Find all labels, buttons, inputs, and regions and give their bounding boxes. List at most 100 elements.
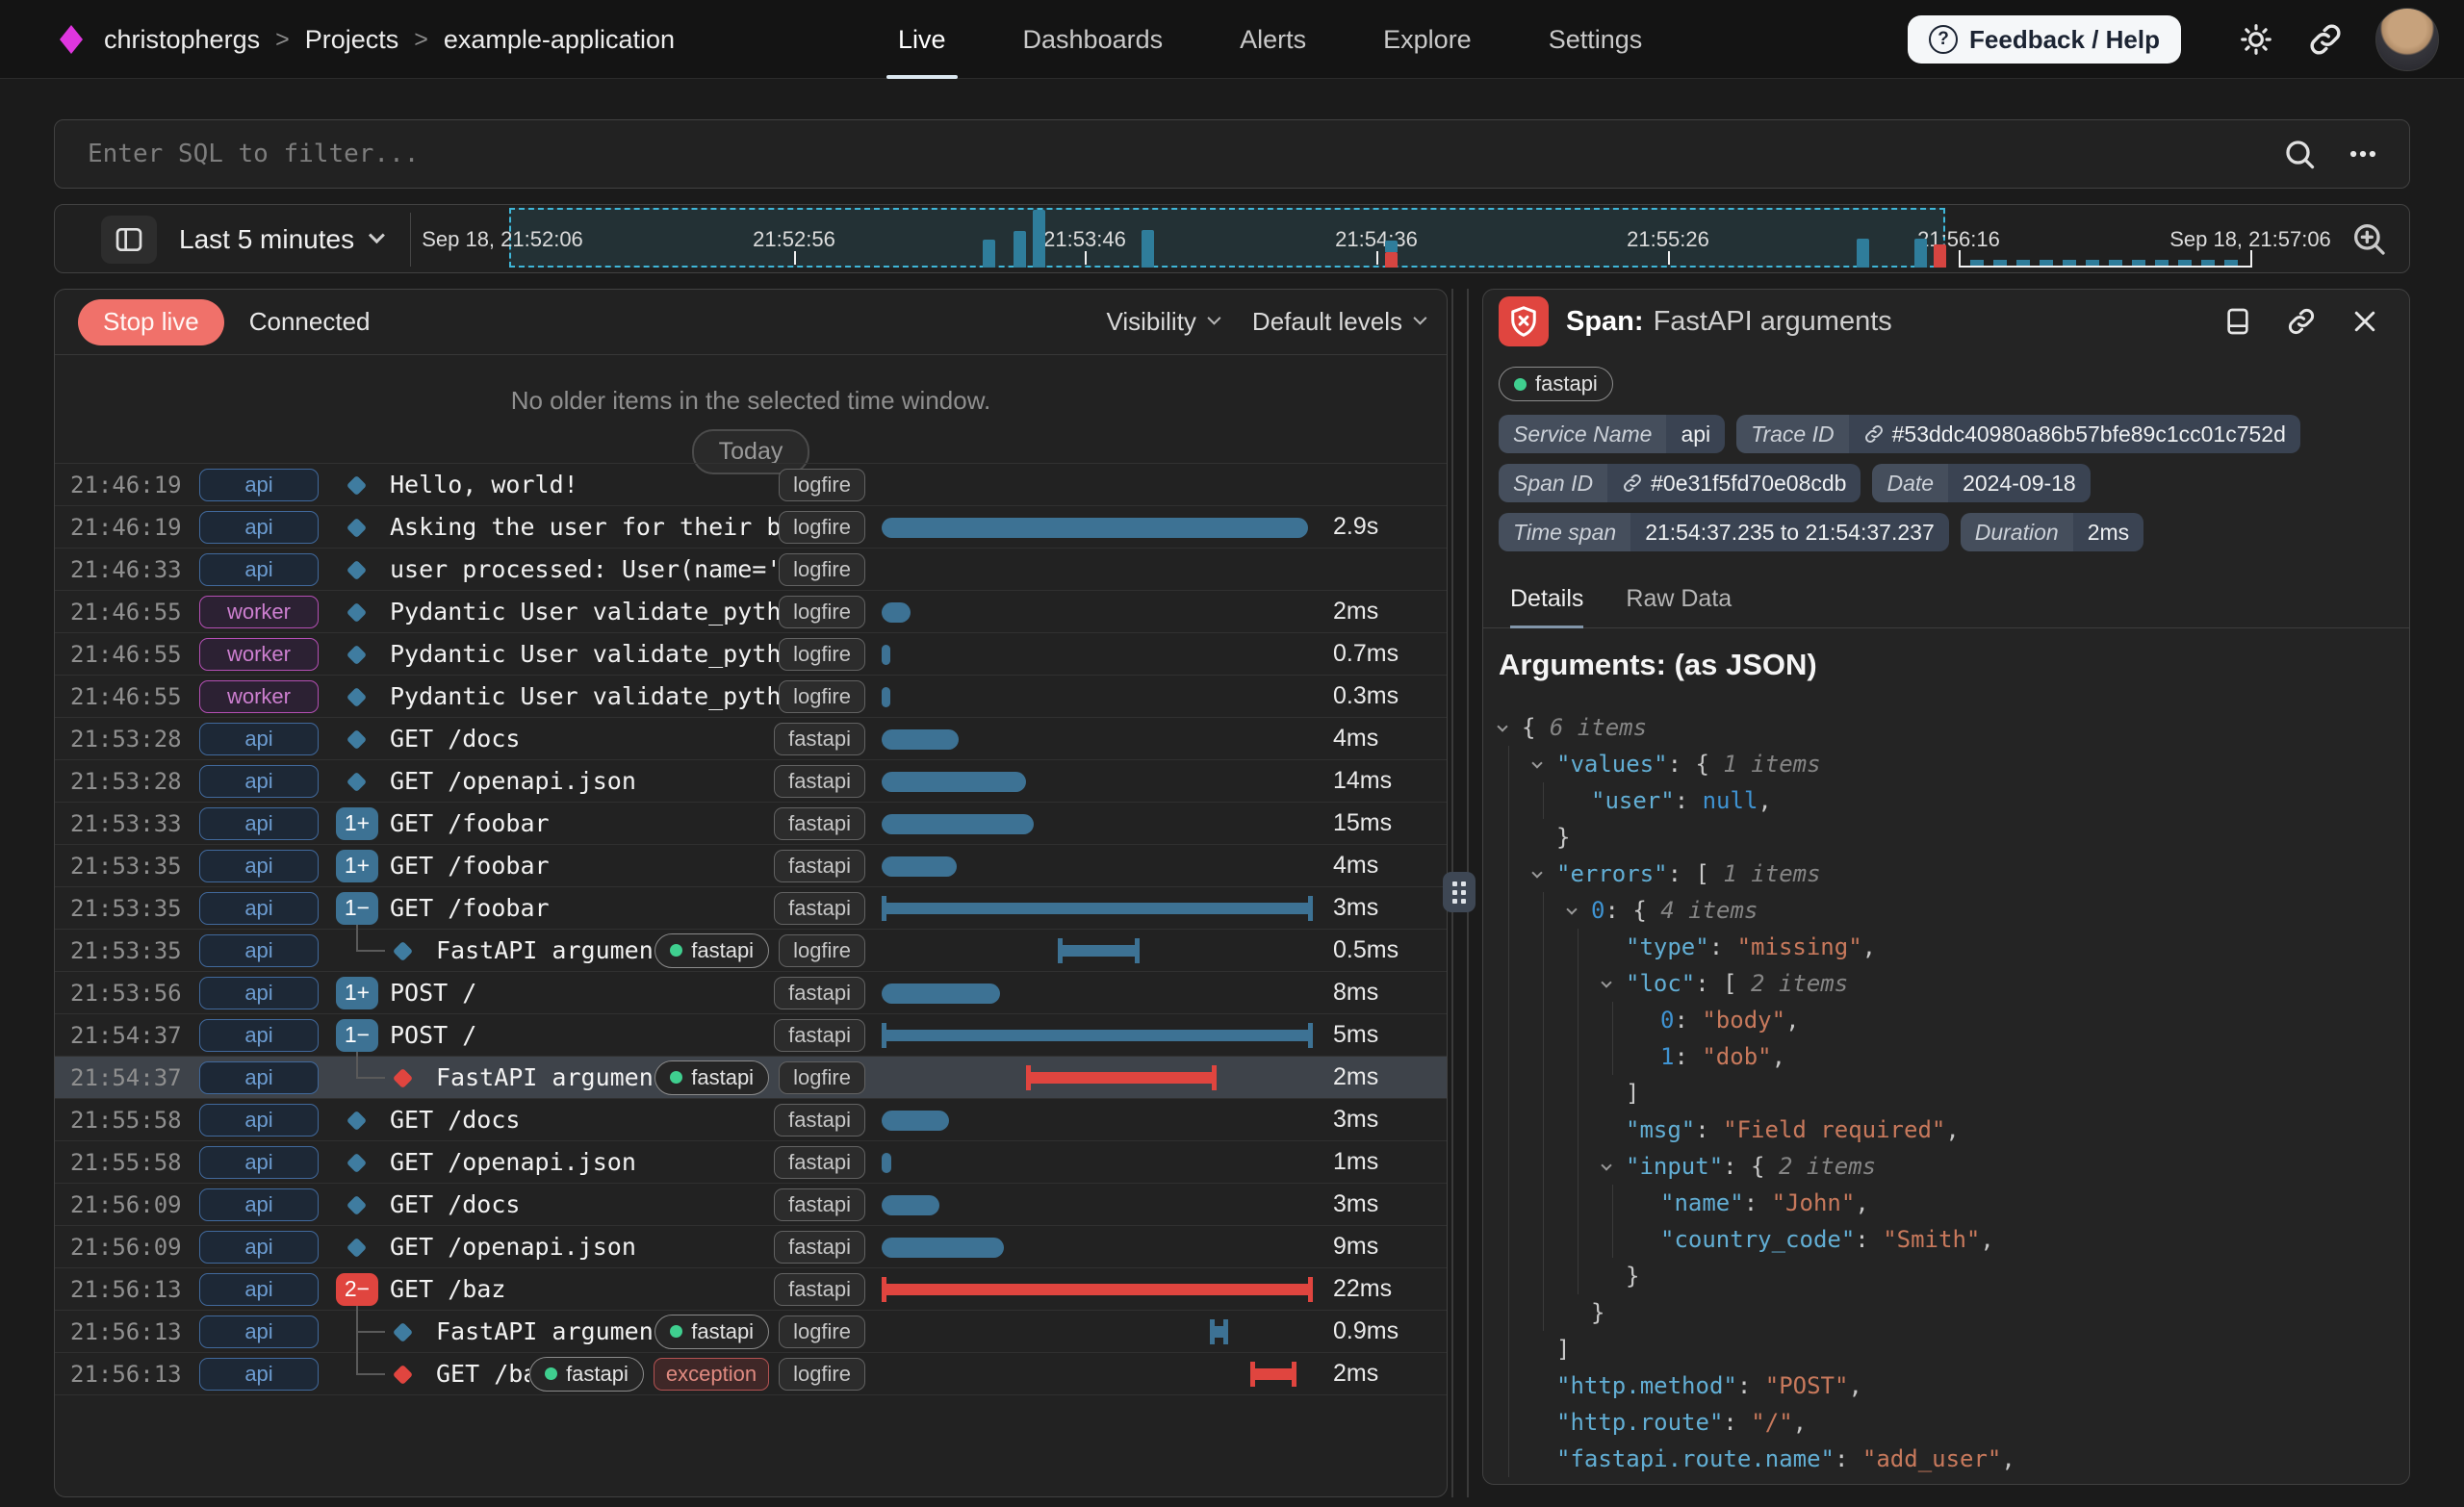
feedback-help-button[interactable]: ? Feedback / Help bbox=[1908, 15, 2181, 64]
collapse-caret-icon[interactable] bbox=[1601, 976, 1626, 988]
breadcrumb-projects[interactable]: Projects bbox=[304, 24, 399, 54]
link-icon[interactable] bbox=[1622, 473, 1643, 494]
detail-tab-raw-data[interactable]: Raw Data bbox=[1626, 585, 1732, 612]
share-link-icon[interactable] bbox=[2306, 20, 2345, 59]
tag-exception[interactable]: exception bbox=[653, 1357, 770, 1391]
tag-fastapi[interactable]: fastapi bbox=[774, 849, 865, 882]
zoom-in-icon[interactable] bbox=[2349, 219, 2388, 258]
panel-resize-handle[interactable] bbox=[1443, 872, 1476, 912]
log-row[interactable]: 21:55:58 api GET /docs fastapi 3ms bbox=[55, 1099, 1447, 1141]
expand-badge[interactable]: 2− bbox=[336, 1272, 378, 1306]
today-button[interactable]: Today bbox=[691, 429, 810, 474]
tag-fastapi[interactable]: fastapi bbox=[654, 1060, 770, 1095]
logfire-logo-icon[interactable] bbox=[60, 25, 83, 54]
service-badge-api[interactable]: api bbox=[199, 1188, 319, 1221]
expand-badge[interactable]: 1− bbox=[336, 891, 378, 925]
tag-fastapi[interactable]: fastapi bbox=[774, 806, 865, 840]
tab-alerts[interactable]: Alerts bbox=[1240, 24, 1307, 54]
log-row[interactable]: 21:53:35 api 1− GET /foobar fastapi 3ms bbox=[55, 887, 1447, 930]
log-row[interactable]: 21:53:56 api 1+ POST / fastapi 8ms bbox=[55, 972, 1447, 1014]
service-badge-api[interactable]: api bbox=[199, 1060, 319, 1094]
tag-fastapi[interactable]: fastapi bbox=[774, 764, 865, 798]
copy-link-icon[interactable] bbox=[2282, 302, 2321, 341]
breadcrumb-org[interactable]: christophergs bbox=[104, 24, 261, 54]
tag-fastapi[interactable]: fastapi bbox=[774, 722, 865, 755]
tag-fastapi[interactable]: fastapi bbox=[774, 1188, 865, 1221]
service-badge-api[interactable]: api bbox=[199, 722, 319, 755]
service-badge-api[interactable]: api bbox=[199, 510, 319, 544]
log-row[interactable]: 21:46:19 api Asking the user for their bir… bbox=[55, 506, 1447, 549]
close-icon[interactable] bbox=[2346, 302, 2384, 341]
log-row[interactable]: 21:46:19 api Hello, world! logfire bbox=[55, 464, 1447, 506]
link-icon[interactable] bbox=[1863, 423, 1885, 445]
tag-logfire[interactable]: logfire bbox=[779, 1357, 865, 1391]
detail-tab-details[interactable]: Details bbox=[1510, 571, 1584, 628]
log-row[interactable]: 21:54:37 api 1− POST / fastapi 5ms bbox=[55, 1014, 1447, 1057]
tag-fastapi[interactable]: fastapi bbox=[529, 1356, 644, 1392]
expand-badge[interactable]: 1+ bbox=[336, 806, 378, 840]
log-row[interactable]: 21:46:55 worker Pydantic User validate_pyt… bbox=[55, 676, 1447, 718]
expand-badge[interactable]: 1+ bbox=[336, 849, 378, 882]
service-badge-api[interactable]: api bbox=[199, 468, 319, 501]
tab-live[interactable]: Live bbox=[886, 0, 957, 79]
visibility-dropdown[interactable]: Visibility bbox=[1106, 307, 1221, 337]
tab-settings[interactable]: Settings bbox=[1548, 24, 1643, 54]
service-badge-api[interactable]: api bbox=[199, 1357, 319, 1391]
tag-fastapi[interactable]: fastapi bbox=[654, 1314, 770, 1349]
log-row[interactable]: 21:56:09 api GET /openapi.json fastapi 9ms bbox=[55, 1226, 1447, 1268]
fastapi-tag-pill[interactable]: fastapi bbox=[1499, 367, 1613, 401]
dock-panel-icon[interactable] bbox=[2219, 302, 2257, 341]
expand-badge[interactable]: 1+ bbox=[336, 976, 378, 1009]
log-row[interactable]: 21:56:13 api 2− GET /baz fastapi 22ms bbox=[55, 1268, 1447, 1311]
service-badge-api[interactable]: api bbox=[199, 806, 319, 840]
sidebar-toggle-button[interactable] bbox=[101, 216, 157, 264]
log-row[interactable]: 21:56:13 api GET /baz (fofastapi exception l… bbox=[55, 1352, 1447, 1395]
collapse-caret-icon[interactable] bbox=[1497, 720, 1522, 732]
time-range-selector[interactable]: Last 5 minutes bbox=[179, 205, 386, 274]
service-badge-api[interactable]: api bbox=[199, 849, 319, 882]
user-avatar[interactable] bbox=[2375, 8, 2439, 71]
timeline-histogram[interactable]: Sep 18, 21:52:06 21:52:56 21:53:46 21:54:36… bbox=[410, 205, 2332, 274]
more-options-icon[interactable] bbox=[2344, 135, 2382, 173]
tag-fastapi[interactable]: fastapi bbox=[654, 932, 770, 968]
service-badge-api[interactable]: api bbox=[199, 764, 319, 798]
default-levels-dropdown[interactable]: Default levels bbox=[1252, 307, 1427, 337]
stop-live-button[interactable]: Stop live bbox=[78, 298, 224, 345]
tag-fastapi[interactable]: fastapi bbox=[774, 976, 865, 1009]
tag-fastapi[interactable]: fastapi bbox=[774, 891, 865, 925]
tag-logfire[interactable]: logfire bbox=[779, 933, 865, 967]
service-badge-api[interactable]: api bbox=[199, 1230, 319, 1264]
collapse-caret-icon[interactable] bbox=[1531, 866, 1556, 879]
log-row[interactable]: 21:55:58 api GET /openapi.json fastapi 1ms bbox=[55, 1141, 1447, 1184]
service-badge-api[interactable]: api bbox=[199, 976, 319, 1009]
sql-filter-input[interactable] bbox=[55, 120, 2280, 188]
tag-fastapi[interactable]: fastapi bbox=[774, 1230, 865, 1264]
service-badge-api[interactable]: api bbox=[199, 1315, 319, 1348]
service-badge-api[interactable]: api bbox=[199, 933, 319, 967]
log-row[interactable]: 21:53:28 api GET /docs fastapi 4ms bbox=[55, 718, 1447, 760]
tag-logfire[interactable]: logfire bbox=[779, 468, 865, 501]
service-badge-worker[interactable]: worker bbox=[199, 637, 319, 671]
tag-fastapi[interactable]: fastapi bbox=[774, 1272, 865, 1306]
service-badge-worker[interactable]: worker bbox=[199, 595, 319, 628]
search-icon[interactable] bbox=[2280, 135, 2319, 173]
log-row[interactable]: 21:46:55 worker Pydantic User validate_pyt… bbox=[55, 633, 1447, 676]
log-row[interactable]: 21:46:33 api user processed: User(name='An… bbox=[55, 549, 1447, 591]
log-row[interactable]: 21:53:35 api 1+ GET /foobar fastapi 4ms bbox=[55, 845, 1447, 887]
log-row[interactable]: 21:46:55 worker Pydantic User validate_pyt… bbox=[55, 591, 1447, 633]
tag-logfire[interactable]: logfire bbox=[779, 637, 865, 671]
tag-logfire[interactable]: logfire bbox=[779, 1060, 865, 1094]
service-badge-api[interactable]: api bbox=[199, 891, 319, 925]
tag-logfire[interactable]: logfire bbox=[779, 552, 865, 586]
tab-dashboards[interactable]: Dashboards bbox=[1022, 24, 1164, 54]
service-badge-api[interactable]: api bbox=[199, 552, 319, 586]
tag-fastapi[interactable]: fastapi bbox=[774, 1145, 865, 1179]
tab-explore[interactable]: Explore bbox=[1383, 24, 1472, 54]
collapse-caret-icon[interactable] bbox=[1601, 1159, 1626, 1171]
log-row[interactable]: 21:53:28 api GET /openapi.json fastapi 14ms bbox=[55, 760, 1447, 803]
tag-logfire[interactable]: logfire bbox=[779, 679, 865, 713]
tag-fastapi[interactable]: fastapi bbox=[774, 1018, 865, 1052]
